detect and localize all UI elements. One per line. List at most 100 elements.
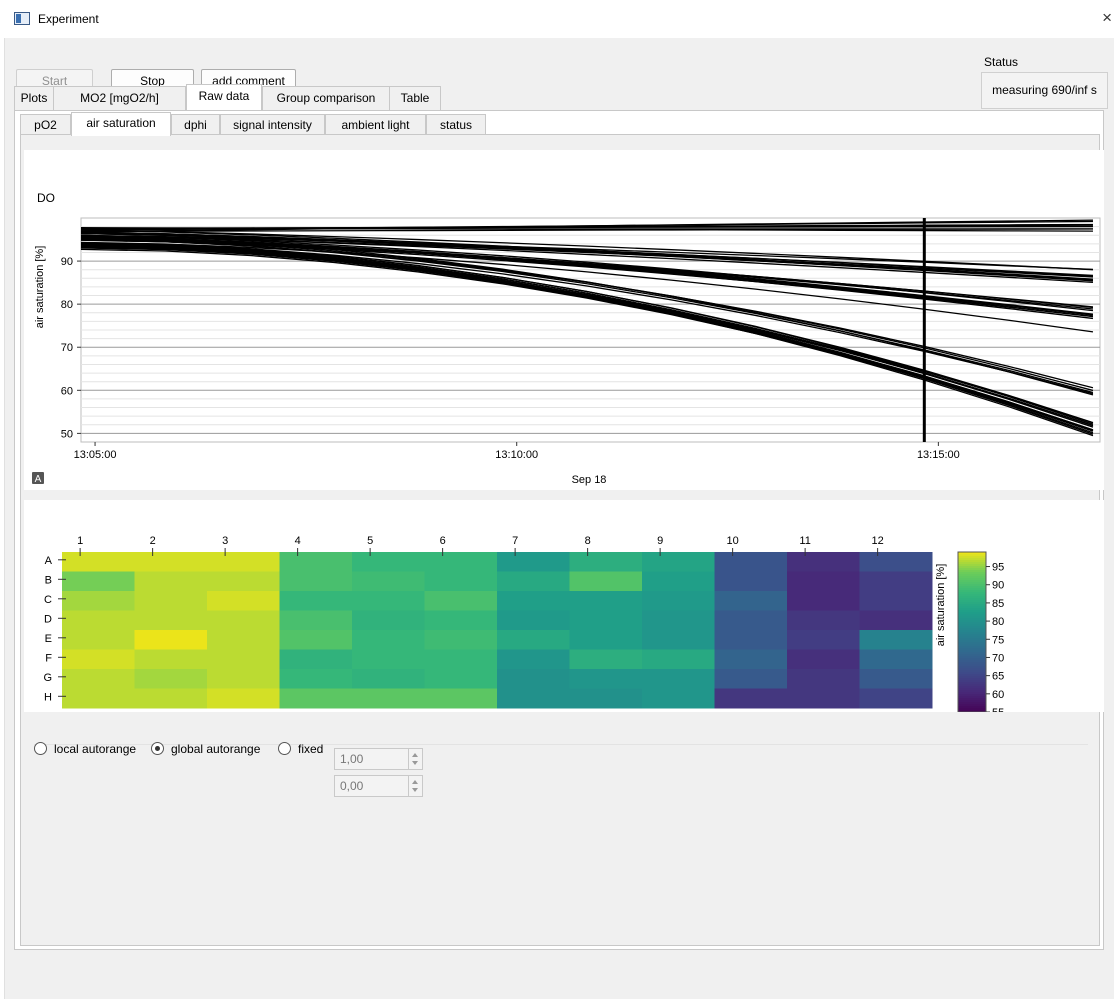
colorbar-border bbox=[957, 551, 987, 712]
heatmap-cells bbox=[62, 552, 933, 709]
local-autorange-label[interactable]: local autorange bbox=[54, 742, 137, 756]
x-tick-label: 13:10:00 bbox=[495, 449, 538, 461]
heatmap-cell bbox=[279, 610, 353, 631]
subtab-po2[interactable]: pO2 bbox=[20, 114, 71, 136]
colorbar-segment bbox=[958, 624, 986, 627]
status-label: Status bbox=[984, 55, 1019, 69]
line-chart-x-ticks: 13:05:00 13:10:00 13:15:00 bbox=[74, 442, 960, 461]
heatmap-cell bbox=[207, 571, 280, 592]
heatmap-cell bbox=[134, 669, 208, 689]
colorbar-segment bbox=[958, 658, 986, 661]
column-label: 8 bbox=[585, 535, 591, 547]
spin-arrows-icon[interactable] bbox=[408, 776, 422, 796]
global-autorange-radio[interactable] bbox=[151, 742, 164, 755]
subtab-dphi[interactable]: dphi bbox=[171, 114, 220, 136]
heatmap-cell bbox=[714, 552, 788, 572]
row-label: A bbox=[45, 555, 53, 567]
row-label: F bbox=[45, 652, 52, 664]
tab-plots[interactable]: Plots bbox=[14, 86, 54, 110]
column-label: 3 bbox=[222, 535, 228, 547]
heatmap-cell bbox=[424, 552, 498, 572]
close-icon[interactable]: × bbox=[1102, 8, 1112, 27]
heatmap-cell bbox=[859, 630, 933, 650]
column-label: 12 bbox=[872, 535, 884, 547]
heatmap-cell bbox=[569, 669, 643, 689]
global-autorange-label[interactable]: global autorange bbox=[171, 742, 261, 756]
title-bar: Experiment × bbox=[0, 0, 1118, 38]
colorbar-segment bbox=[958, 640, 986, 643]
colorbar-segment bbox=[958, 582, 986, 585]
fixed-range-radio[interactable] bbox=[278, 742, 291, 755]
colorbar-segment bbox=[958, 668, 986, 671]
heatmap-cell bbox=[62, 688, 135, 709]
tab-table[interactable]: Table bbox=[389, 86, 441, 110]
colorbar-segment bbox=[958, 594, 986, 597]
colorbar-segment bbox=[958, 666, 986, 669]
colorbar-segment bbox=[958, 632, 986, 635]
autorange-button[interactable]: A bbox=[32, 472, 44, 485]
tab-raw-data[interactable]: Raw data bbox=[186, 84, 262, 110]
colorbar-tick-label: 85 bbox=[992, 598, 1004, 610]
heatmap-cell bbox=[787, 688, 860, 709]
heatmap-cell bbox=[134, 591, 208, 611]
colorbar-segment bbox=[958, 610, 986, 613]
colorbar-segment bbox=[958, 570, 986, 573]
heatmap-cell bbox=[207, 591, 280, 611]
heatmap-cell bbox=[134, 610, 208, 631]
heatmap-cell bbox=[279, 552, 353, 572]
heatmap-cell bbox=[569, 571, 643, 592]
tab-group-comparison[interactable]: Group comparison bbox=[262, 86, 390, 110]
heatmap-cell bbox=[569, 630, 643, 650]
colorbar-segment bbox=[958, 642, 986, 645]
colorbar-segment bbox=[958, 552, 986, 555]
fixed-range-label[interactable]: fixed bbox=[298, 742, 324, 756]
local-autorange-radio[interactable] bbox=[34, 742, 47, 755]
subtab-air-saturation[interactable]: air saturation bbox=[71, 112, 171, 136]
heatmap-cell bbox=[569, 688, 643, 709]
colorbar-segment bbox=[958, 556, 986, 559]
colorbar-segment bbox=[958, 604, 986, 607]
heatmap-cell bbox=[642, 688, 715, 709]
colorbar-segment bbox=[958, 710, 986, 712]
heatmap-cell bbox=[714, 630, 788, 650]
heatmap-cell bbox=[714, 610, 788, 631]
heatmap-cell bbox=[787, 591, 860, 611]
colorbar-segment bbox=[958, 656, 986, 659]
colorbar-segment bbox=[958, 670, 986, 673]
fixed-max-spinbox[interactable]: 1,00 bbox=[334, 748, 423, 770]
y-tick-label: 60 bbox=[61, 385, 73, 397]
colorbar-segment bbox=[958, 560, 986, 563]
colorbar-segment bbox=[958, 648, 986, 651]
colorbar-segment bbox=[958, 588, 986, 591]
tab-mo2[interactable]: MO2 [mgO2/h] bbox=[53, 86, 186, 110]
colorbar-tick-label: 60 bbox=[992, 689, 1004, 701]
heatmap-cell bbox=[787, 610, 860, 631]
colorbar-segment bbox=[958, 680, 986, 683]
heatmap-cell bbox=[859, 649, 933, 670]
colorbar-segment bbox=[958, 662, 986, 665]
colorbar-segment bbox=[958, 638, 986, 641]
colorbar-segment bbox=[958, 586, 986, 589]
heatmap-cell bbox=[207, 688, 280, 709]
subtab-ambient-light[interactable]: ambient light bbox=[325, 114, 426, 136]
air-saturation-line-chart: DO 50 60 70 80 90 13:05:00 13:10:00 13:15:00 a… bbox=[24, 150, 1104, 490]
colorbar-tick-label: 65 bbox=[992, 671, 1004, 683]
autorange-button-label: A bbox=[35, 474, 42, 485]
heatmap-cell bbox=[352, 610, 425, 631]
column-label: 6 bbox=[440, 535, 446, 547]
subtab-status[interactable]: status bbox=[426, 114, 486, 136]
fixed-min-spinbox[interactable]: 0,00 bbox=[334, 775, 423, 797]
colorbar-segment bbox=[958, 564, 986, 567]
colorbar-segment bbox=[958, 598, 986, 601]
heatmap-cell bbox=[62, 630, 135, 650]
heatmap-cell bbox=[642, 552, 715, 572]
heatmap-column-labels: 1 2 3 4 5 6 7 8 9 10 11 12 bbox=[77, 535, 884, 556]
heatmap-cell bbox=[279, 630, 353, 650]
subtab-signal-intensity[interactable]: signal intensity bbox=[220, 114, 325, 136]
column-label: 7 bbox=[512, 535, 518, 547]
colorbar-segment bbox=[958, 652, 986, 655]
colorbar-segment bbox=[958, 688, 986, 691]
spin-arrows-icon[interactable] bbox=[408, 749, 422, 769]
heatmap-cell bbox=[424, 610, 498, 631]
